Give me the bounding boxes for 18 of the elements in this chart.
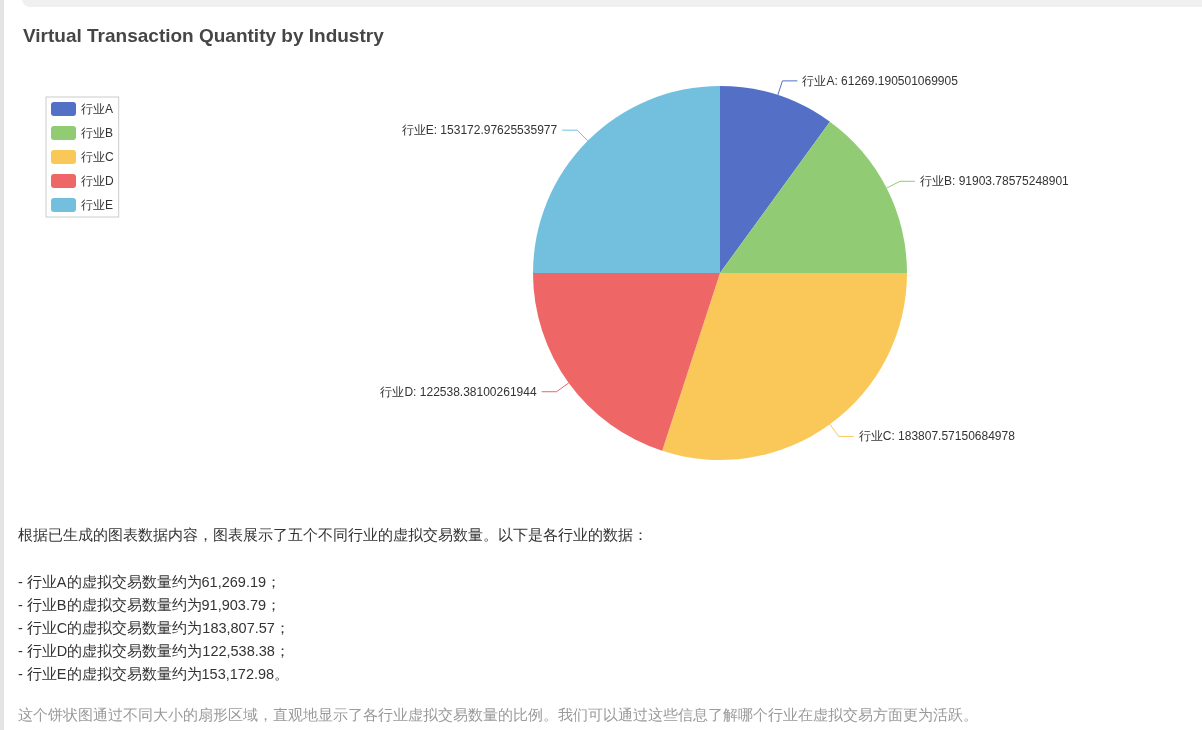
data-label: 行业A: 61269.190501069905 [802,73,959,88]
text: 这个饼状图通过不同大小的扇形区域，直观地显示了各行业虚拟交易数量的比例。我们可以通过这些信息了解哪个行业在虚拟交易方面更为活跃。 [18,707,978,723]
data-label: 行业D: 122538.38100261944 [380,384,537,399]
text: - 行业A的虚拟交易数量约为61,269.19； [18,574,282,590]
text: - 行业B的虚拟交易数量约为91,903.79； [18,597,282,613]
legend-label: 行业B [81,126,114,140]
legend-label: 行业C [81,150,114,164]
legend-label: 行业E [81,198,114,212]
text: 根据已生成的图表数据内容，图表展示了五个不同行业的虚拟交易数量。以下是各行业的数据： [18,527,648,543]
legend-label: 行业D [81,174,114,188]
text: - 行业D的虚拟交易数量约为122,538.38； [18,643,290,659]
chart-title: Virtual Transaction Quantity by Industry [23,25,385,46]
text: - 行业E的虚拟交易数量约为153,172.98。 [18,666,290,682]
data-label: 行业B: 91903.78575248901 [919,174,1070,189]
data-label: 行业C: 183807.57150684978 [858,429,1016,444]
data-label: 行业E: 153172.97625535977 [401,123,558,138]
legend-label: 行业A [81,102,114,116]
text: - 行业C的虚拟交易数量约为183,807.57； [18,620,290,636]
